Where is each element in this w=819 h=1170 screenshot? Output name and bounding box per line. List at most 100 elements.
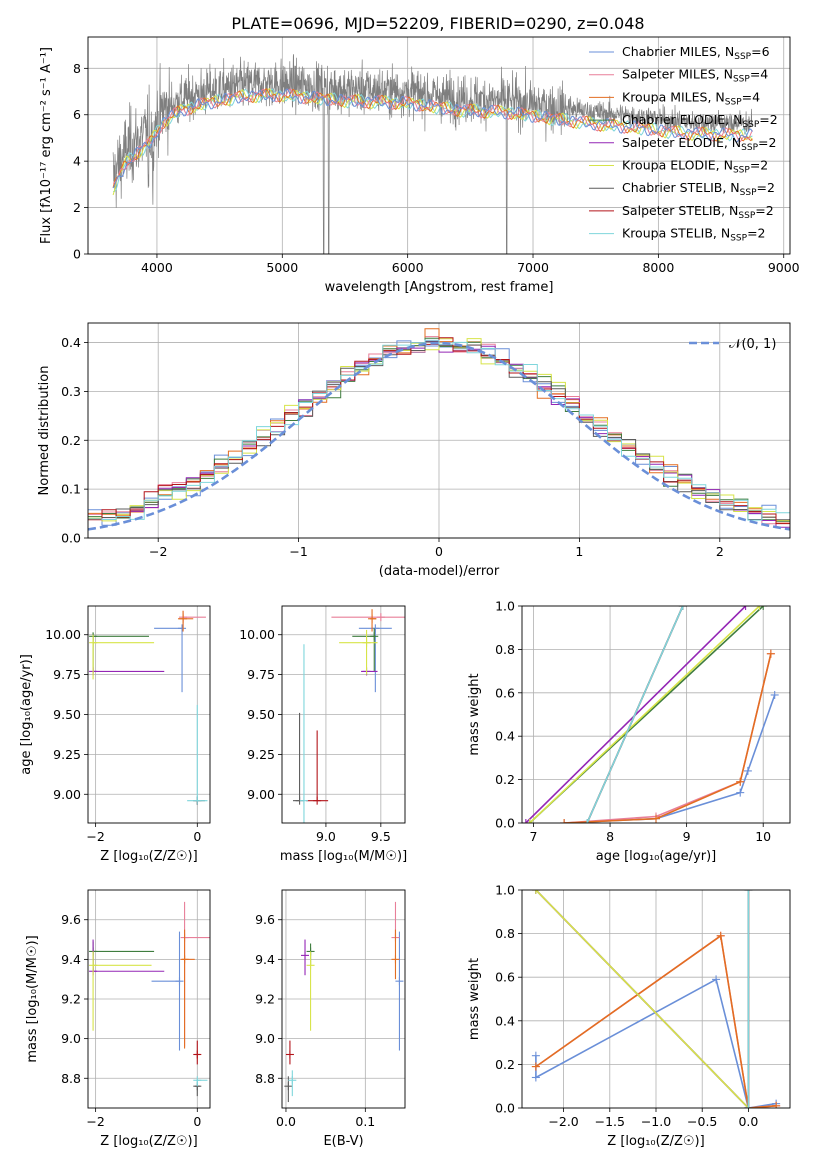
plot-area bbox=[88, 328, 790, 531]
errorbar-c1 bbox=[395, 931, 404, 1051]
tick-label-y: 10.00 bbox=[239, 627, 275, 642]
tick-label-y: 0.3 bbox=[61, 384, 81, 399]
tick-label-y: 9.0 bbox=[61, 1031, 81, 1046]
panel-age_vs_mass: 9.0 9.5 9.00 9.25 9.50 9.75 10.00 mass [log₁₀(M… bbox=[239, 605, 407, 864]
plot-area bbox=[284, 901, 404, 1103]
legend-entry-suffix: =2 bbox=[758, 135, 776, 150]
errorbar-c9 bbox=[193, 1076, 208, 1087]
axes-frame bbox=[87, 889, 211, 1109]
tick-label-x: 8 bbox=[606, 829, 614, 844]
errorbar-c4 bbox=[89, 941, 155, 972]
panel-residuals: −2 −1 0 1 2 0.0 0.1 0.2 0.3 0.4 (data-model)/error… bbox=[37, 322, 791, 579]
plot-layer: 4000 5000 6000 7000 8000 900002468wavelength … bbox=[19, 36, 800, 1149]
plot-area bbox=[531, 890, 781, 1108]
legend-entry-suffix: =2 bbox=[755, 203, 773, 218]
legend-entry-subscript: SSP bbox=[733, 166, 750, 176]
tick-label-x: 6000 bbox=[392, 260, 424, 275]
tick-label-y: 9.25 bbox=[53, 747, 81, 762]
tick-label-x: 8000 bbox=[642, 260, 674, 275]
tick-label-y: 0.2 bbox=[495, 772, 515, 787]
spectrum-model-line bbox=[112, 88, 753, 184]
legend-entry-suffix: =4 bbox=[750, 67, 768, 82]
tick-label-y: 1.0 bbox=[495, 883, 515, 898]
errorbar-c1 bbox=[154, 624, 187, 693]
tick-label-y: 0.0 bbox=[495, 1101, 515, 1116]
series-line bbox=[535, 890, 749, 1108]
x-axis-label: age [log₁₀(age/yr)] bbox=[596, 849, 717, 864]
tick-label-y: 0.2 bbox=[495, 1057, 515, 1072]
tick-label-y: 1.0 bbox=[495, 599, 515, 614]
axes-frame bbox=[87, 36, 791, 255]
x-axis-label: wavelength [Angstrom, rest frame] bbox=[325, 280, 554, 295]
legend-entry-label: Kroupa ELODIE, N bbox=[622, 158, 733, 173]
tick-label-y: 0.1 bbox=[61, 482, 81, 497]
tick-label-y: 9.75 bbox=[247, 667, 275, 682]
axes-frame bbox=[281, 605, 406, 824]
tick-label-x: 7 bbox=[530, 829, 538, 844]
tick-label-y: 8.8 bbox=[61, 1071, 81, 1086]
tick-label-x: 0.1 bbox=[355, 1114, 375, 1129]
tick-label-x: 7000 bbox=[517, 260, 549, 275]
legend-entry-suffix: =4 bbox=[742, 89, 760, 104]
histogram-c9 bbox=[88, 339, 790, 521]
series-c3 bbox=[560, 649, 775, 823]
legend-entry-subscript: SSP bbox=[741, 143, 758, 153]
series-line bbox=[535, 934, 777, 1108]
legend-entry-label: Chabrier STELIB, N bbox=[622, 180, 740, 195]
legend-entry-label: Salpeter MILES, N bbox=[622, 67, 733, 82]
legend-entry: Chabrier STELIB, NSSP=2 bbox=[622, 180, 775, 198]
series-line bbox=[564, 653, 772, 823]
axes-frame bbox=[87, 322, 791, 539]
errorbar-c5 bbox=[301, 939, 310, 976]
panel-age_vs_Z: −2 0 9.00 9.25 9.50 9.75 10.00 Z [log₁₀(Z/Z☉)] a… bbox=[19, 605, 211, 864]
legend-entry: 𝒩(0, 1) bbox=[729, 337, 776, 352]
spectrum-data-line bbox=[112, 54, 753, 254]
panel-weight_vs_age: 7 8 9 10 0.0 0.2 0.4 0.6 0.8 1.0 age [log₁₀(age/yr… bbox=[467, 599, 791, 864]
errorbar-c3 bbox=[368, 609, 377, 632]
legend-entry: Salpeter ELODIE, NSSP=2 bbox=[622, 135, 776, 153]
legend-entry-label: Salpeter STELIB, N bbox=[622, 203, 738, 218]
legend-entry-suffix: =2 bbox=[747, 226, 765, 241]
tick-label-x: −0.5 bbox=[687, 1114, 717, 1129]
series-line bbox=[529, 606, 760, 823]
legend-entry: Kroupa MILES, NSSP=4 bbox=[622, 89, 760, 107]
tick-label-x: 9000 bbox=[768, 260, 800, 275]
legend-entry-label: Kroupa MILES, N bbox=[622, 89, 725, 104]
legend-entry-subscript: SSP bbox=[730, 234, 747, 244]
grid bbox=[282, 606, 405, 823]
legend-entry-subscript: SSP bbox=[733, 75, 750, 85]
spectrum-model-line bbox=[112, 88, 753, 188]
y-axis-label: mass weight bbox=[467, 673, 482, 755]
series-c9 bbox=[744, 890, 753, 1108]
errorbar-c4 bbox=[89, 632, 149, 674]
tick-label-x: 2 bbox=[716, 544, 724, 559]
tick-label-y: 9.00 bbox=[247, 787, 275, 802]
errorbar-c6 bbox=[306, 951, 315, 1031]
tick-label-x: 9.0 bbox=[316, 829, 336, 844]
tick-label-x: −1.0 bbox=[641, 1114, 671, 1129]
grid bbox=[282, 890, 405, 1108]
tick-label-x: 0.0 bbox=[738, 1114, 758, 1129]
errorbar-c9 bbox=[187, 704, 208, 805]
tick-label-y: 8.8 bbox=[255, 1071, 275, 1086]
tick-label-x: 4000 bbox=[141, 260, 173, 275]
tick-label-y: 0.0 bbox=[61, 531, 81, 546]
errorbar-c8 bbox=[193, 1040, 202, 1065]
plot-area bbox=[89, 901, 210, 1097]
tick-label-x: 10 bbox=[755, 829, 771, 844]
legend-entry-subscript: SSP bbox=[734, 52, 751, 62]
legend-entry: Salpeter MILES, NSSP=4 bbox=[622, 67, 768, 85]
tick-label-y: 10.00 bbox=[45, 627, 81, 642]
tick-label-y: 0.8 bbox=[495, 642, 515, 657]
legend-entry-label: Salpeter ELODIE, N bbox=[622, 135, 741, 150]
legend-entry-suffix: =6 bbox=[751, 44, 769, 59]
legend-entry-subscript: SSP bbox=[738, 211, 755, 221]
tick-label-y: 9.50 bbox=[53, 707, 81, 722]
y-axis-label: mass [log₁₀(M/M☉)] bbox=[25, 935, 40, 1062]
grid bbox=[522, 889, 790, 1109]
tick-label-y: 9.0 bbox=[255, 1031, 275, 1046]
histogram-c3 bbox=[88, 328, 790, 524]
tick-label-y: 9.00 bbox=[53, 787, 81, 802]
